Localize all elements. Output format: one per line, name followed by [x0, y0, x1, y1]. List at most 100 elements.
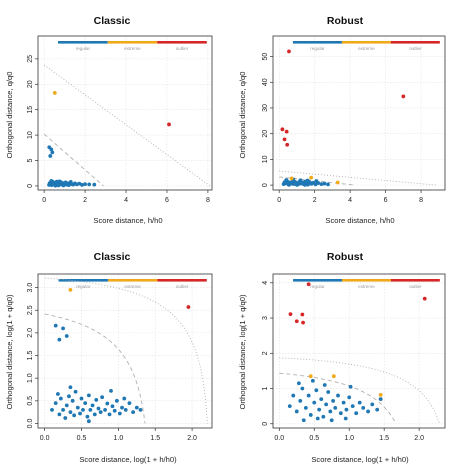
y-axis-label: Orthogonal distance, q/q0 [238, 72, 247, 159]
regular-point [83, 182, 87, 187]
outlier-boundary [279, 170, 438, 186]
legend-bar-regular [293, 279, 342, 282]
regular-point [287, 404, 292, 409]
legend-label-outlier: outlier [409, 284, 422, 289]
y-tick-label: 0 [262, 422, 269, 426]
outlier-point [167, 122, 171, 127]
regular-point [63, 416, 68, 420]
regular-point [321, 414, 326, 419]
regular-point [57, 337, 62, 342]
regular-point [296, 381, 301, 386]
x-tick-label: 4 [124, 197, 128, 204]
y-axis-label: Orthogonal distance, q/q0 [5, 72, 14, 159]
regular-point [127, 401, 132, 405]
y-tick-label: 15 [27, 106, 34, 114]
regular-point [61, 326, 65, 331]
outlier-point [287, 49, 291, 54]
boundaries [43, 64, 211, 187]
regular-point [120, 405, 124, 410]
extreme-point [335, 180, 340, 185]
regular-point [300, 386, 305, 391]
x-tick-label: 2.0 [187, 435, 197, 442]
regular-point [72, 413, 77, 418]
regular-point [295, 182, 299, 187]
regular-point [343, 416, 348, 421]
regular-point [81, 407, 85, 412]
legend-bar-extreme [341, 41, 391, 44]
regular-point [306, 393, 311, 398]
x-axis-label: Score distance, log(1 + h/h0) [311, 455, 409, 464]
series-extreme [68, 287, 73, 292]
x-tick-label: 2 [313, 197, 317, 204]
regular-point [105, 401, 110, 406]
regular-point [341, 400, 346, 405]
legend-bar-outlier [390, 41, 440, 44]
regular-point [57, 179, 62, 184]
legend-label-extreme: extreme [124, 46, 141, 51]
legend-label-outlier: outlier [409, 46, 422, 51]
regular-point [305, 178, 310, 183]
plot-frame [272, 35, 446, 191]
regular-point [319, 397, 324, 401]
outlier-boundary [44, 277, 208, 424]
y-tick-label: 1.0 [27, 373, 34, 383]
extreme-point [289, 176, 294, 181]
legend: regular extreme outlier [58, 279, 207, 289]
y-tick-label: 10 [262, 155, 269, 163]
y-tick-label: 2.0 [27, 328, 34, 338]
y-tick-label: 20 [27, 80, 34, 88]
regular-point [312, 400, 317, 405]
extreme-boundary [44, 313, 146, 424]
regular-point [350, 404, 355, 409]
panel-robust-log: Robust Score distance, log(1 + h/h0) Ort… [238, 251, 446, 464]
x-tick-label: 2.0 [414, 435, 424, 442]
x-tick-label: 8 [419, 197, 423, 204]
regular-point [61, 183, 66, 188]
x-tick-label: 0.0 [40, 435, 50, 442]
regular-point [53, 401, 58, 405]
regular-point [90, 403, 95, 408]
boundaries [44, 277, 208, 424]
legend-label-regular: regular [310, 284, 325, 289]
regular-point [131, 410, 136, 415]
outlier-point [401, 94, 406, 99]
regular-point [303, 182, 307, 187]
regular-point [58, 396, 63, 401]
legend-label-extreme: extreme [358, 46, 375, 51]
regular-point [110, 404, 115, 409]
y-tick-label: 20 [262, 130, 269, 138]
regular-point [314, 388, 319, 393]
panel-title: Robust [327, 15, 364, 27]
x-tick-label: 0.5 [309, 435, 319, 442]
regular-point [308, 413, 313, 417]
legend-bar-regular [58, 279, 108, 282]
y-tick-label: 25 [27, 55, 34, 63]
regular-point [53, 323, 58, 328]
extreme-point [309, 175, 314, 180]
regular-point [361, 406, 366, 410]
panel-title: Robust [327, 251, 364, 263]
regular-point [100, 395, 105, 400]
regular-point [336, 393, 340, 398]
y-axis-label: Orthogonal distance, log(1 + q/q0) [5, 294, 14, 410]
y-tick-label: 40 [262, 78, 269, 86]
y-tick-label: 0 [262, 183, 269, 187]
y-tick-label: 5 [27, 158, 34, 162]
plot-frame [272, 273, 446, 429]
x-tick-label: 1.0 [344, 435, 354, 442]
x-tick-label: 2 [83, 197, 87, 204]
legend-label-regular: regular [76, 46, 91, 51]
regular-point [328, 409, 333, 414]
x-tick-label: 0 [42, 197, 46, 204]
panel-title: Classic [94, 251, 131, 263]
series-extreme [289, 175, 340, 185]
regular-point [354, 411, 359, 416]
regular-point [114, 398, 119, 403]
outlier-point [284, 129, 289, 134]
y-tick-label: 2 [262, 351, 269, 355]
grid [38, 36, 212, 190]
y-tick-label: 0.5 [27, 396, 34, 406]
x-tick-label: 1.0 [113, 435, 123, 442]
outlier-point [294, 319, 299, 324]
